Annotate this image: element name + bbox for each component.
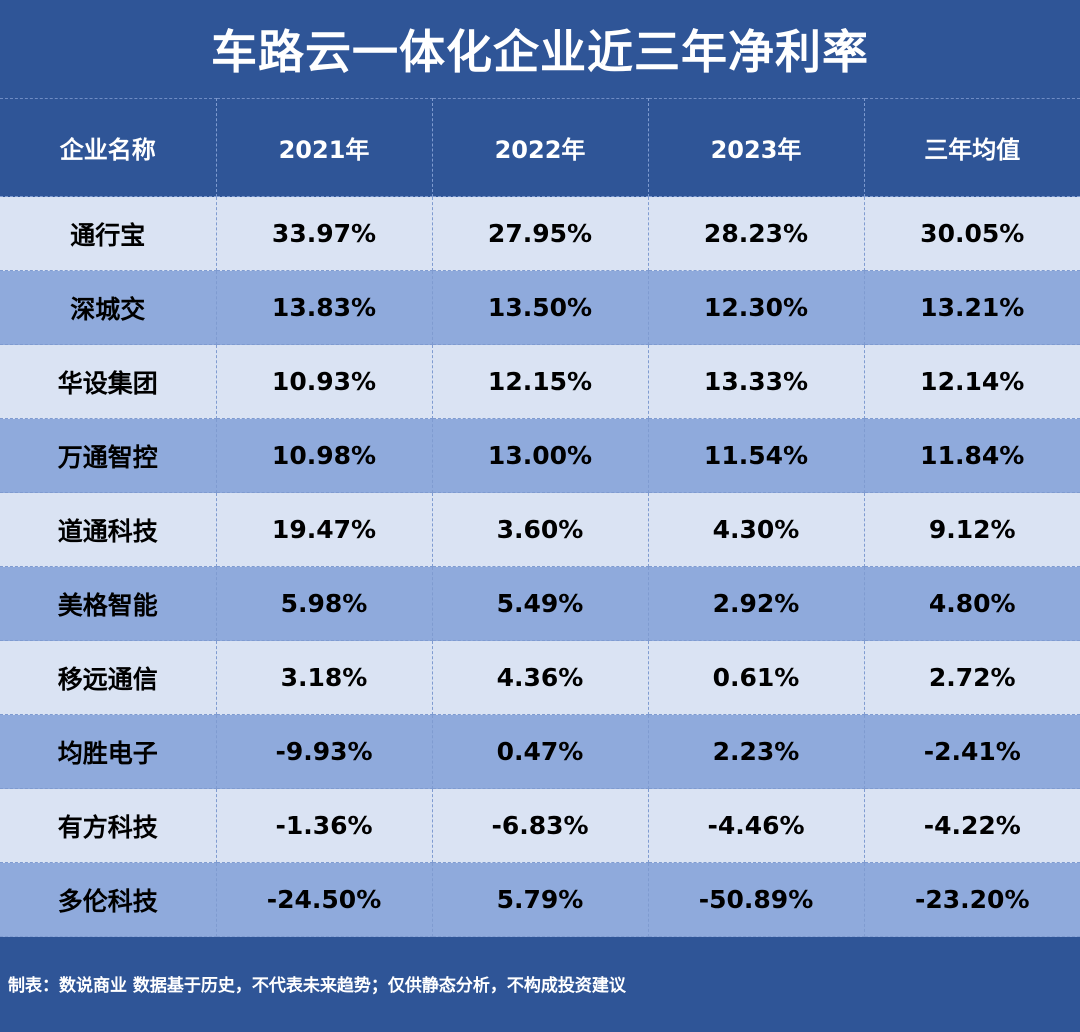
column-header-average: 三年均值: [863, 98, 1080, 197]
margin-2021-cell: 10.93%: [215, 344, 433, 419]
table-row: 通行宝 33.97% 27.95% 28.23% 30.05%: [0, 196, 1080, 271]
margin-average-cell: 9.12%: [863, 492, 1080, 567]
margin-average-cell: -2.41%: [863, 714, 1080, 789]
margin-average-cell: 2.72%: [863, 640, 1080, 715]
margin-2021-cell: 5.98%: [215, 566, 433, 641]
company-name-cell: 多伦科技: [0, 862, 217, 937]
margin-average-cell: 30.05%: [863, 196, 1080, 271]
margin-2022-cell: 13.00%: [431, 418, 649, 493]
table-row: 多伦科技 -24.50% 5.79% -50.89% -23.20%: [0, 862, 1080, 937]
company-name-cell: 有方科技: [0, 788, 217, 863]
table-row: 移远通信 3.18% 4.36% 0.61% 2.72%: [0, 640, 1080, 715]
margin-average-cell: 11.84%: [863, 418, 1080, 493]
margin-2022-cell: 5.79%: [431, 862, 649, 937]
table-row: 道通科技 19.47% 3.60% 4.30% 9.12%: [0, 492, 1080, 567]
company-name-cell: 均胜电子: [0, 714, 217, 789]
margin-2021-cell: 33.97%: [215, 196, 433, 271]
margin-average-cell: -4.22%: [863, 788, 1080, 863]
table-body: 通行宝 33.97% 27.95% 28.23% 30.05% 深城交 13.8…: [0, 196, 1080, 937]
company-name-cell: 万通智控: [0, 418, 217, 493]
table-row: 均胜电子 -9.93% 0.47% 2.23% -2.41%: [0, 714, 1080, 789]
margin-2022-cell: 5.49%: [431, 566, 649, 641]
column-header-2022: 2022年: [431, 98, 649, 197]
margin-2023-cell: -50.89%: [647, 862, 865, 937]
margin-2022-cell: 0.47%: [431, 714, 649, 789]
net-margin-table: 企业名称 2021年 2022年 2023年 三年均值 通行宝 33.97% 2…: [0, 98, 1080, 937]
column-header-2021: 2021年: [215, 98, 433, 197]
margin-2023-cell: 2.92%: [647, 566, 865, 641]
margin-2022-cell: -6.83%: [431, 788, 649, 863]
margin-2021-cell: 19.47%: [215, 492, 433, 567]
margin-2023-cell: 28.23%: [647, 196, 865, 271]
column-header-company: 企业名称: [0, 98, 217, 197]
company-name-cell: 美格智能: [0, 566, 217, 641]
margin-2023-cell: 13.33%: [647, 344, 865, 419]
margin-2021-cell: 3.18%: [215, 640, 433, 715]
margin-2022-cell: 3.60%: [431, 492, 649, 567]
company-name-cell: 深城交: [0, 270, 217, 345]
margin-2023-cell: 4.30%: [647, 492, 865, 567]
table-header: 企业名称 2021年 2022年 2023年 三年均值: [0, 98, 1080, 197]
margin-average-cell: 13.21%: [863, 270, 1080, 345]
page-title: 车路云一体化企业近三年净利率: [211, 25, 869, 79]
margin-2022-cell: 4.36%: [431, 640, 649, 715]
company-name-cell: 华设集团: [0, 344, 217, 419]
margin-2023-cell: 2.23%: [647, 714, 865, 789]
margin-2022-cell: 12.15%: [431, 344, 649, 419]
table-row: 有方科技 -1.36% -6.83% -4.46% -4.22%: [0, 788, 1080, 863]
margin-2023-cell: -4.46%: [647, 788, 865, 863]
margin-average-cell: -23.20%: [863, 862, 1080, 937]
margin-2023-cell: 12.30%: [647, 270, 865, 345]
margin-2023-cell: 0.61%: [647, 640, 865, 715]
table-row: 美格智能 5.98% 5.49% 2.92% 4.80%: [0, 566, 1080, 641]
margin-2021-cell: -9.93%: [215, 714, 433, 789]
source-note: 制表：数说商业 数据基于历史，不代表未来趋势；仅供静态分析，不构成投资建议: [8, 975, 626, 996]
margin-average-cell: 4.80%: [863, 566, 1080, 641]
margin-2021-cell: 10.98%: [215, 418, 433, 493]
margin-average-cell: 12.14%: [863, 344, 1080, 419]
table-row: 华设集团 10.93% 12.15% 13.33% 12.14%: [0, 344, 1080, 419]
margin-2022-cell: 27.95%: [431, 196, 649, 271]
table-row: 万通智控 10.98% 13.00% 11.54% 11.84%: [0, 418, 1080, 493]
margin-2022-cell: 13.50%: [431, 270, 649, 345]
margin-2023-cell: 11.54%: [647, 418, 865, 493]
company-name-cell: 移远通信: [0, 640, 217, 715]
header-row: 企业名称 2021年 2022年 2023年 三年均值: [0, 98, 1080, 197]
margin-2021-cell: -1.36%: [215, 788, 433, 863]
margin-2021-cell: 13.83%: [215, 270, 433, 345]
table-row: 深城交 13.83% 13.50% 12.30% 13.21%: [0, 270, 1080, 345]
margin-2021-cell: -24.50%: [215, 862, 433, 937]
company-name-cell: 通行宝: [0, 196, 217, 271]
company-name-cell: 道通科技: [0, 492, 217, 567]
column-header-2023: 2023年: [647, 98, 865, 197]
